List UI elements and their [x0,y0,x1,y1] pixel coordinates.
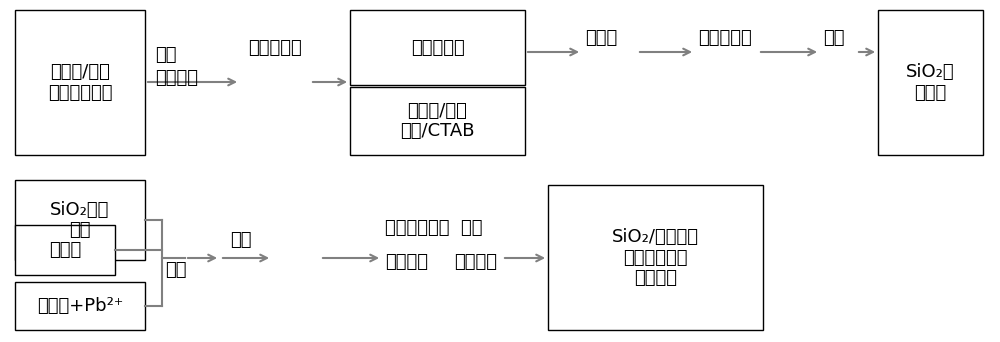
Bar [878,10,983,155]
Text: 空微球: 空微球 [914,84,947,102]
Text: 壳聚糖: 壳聚糖 [49,241,81,259]
Bar [15,10,145,155]
Text: 戊二醛、硫脲  盐酸: 戊二醛、硫脲 盐酸 [385,219,482,237]
Text: （交联）: （交联） [385,253,428,271]
Text: SiO₂中空: SiO₂中空 [50,201,110,219]
Text: 离心、洗涤: 离心、洗涤 [698,29,752,47]
Text: 氯化铵: 氯化铵 [585,29,617,47]
Bar [350,10,525,85]
Text: 二醇/CTAB: 二醇/CTAB [400,122,475,141]
Text: SiO₂/壳聚糖铅: SiO₂/壳聚糖铅 [612,228,699,246]
Text: 硅酸钠/聚乙: 硅酸钠/聚乙 [408,102,467,120]
Text: 聚合: 聚合 [230,231,252,249]
Text: 离子印迹复合: 离子印迹复合 [623,249,688,266]
Text: SiO₂中: SiO₂中 [906,63,955,81]
Text: 浸泡、洗涤: 浸泡、洗涤 [248,39,302,57]
Bar [15,225,115,275]
Text: 聚氨酯微球: 聚氨酯微球 [411,39,464,56]
Bar [15,180,145,260]
Text: 磷灰石混合液: 磷灰石混合液 [48,84,112,102]
Bar [350,87,525,155]
Text: 淬火: 淬火 [155,46,176,64]
Text: 螯合: 螯合 [165,261,186,279]
Text: （洗涤）: （洗涤） [454,253,497,271]
Text: 聚氨酯/羟基: 聚氨酯/羟基 [50,63,110,81]
Text: 丙烯酸+Pb²⁺: 丙烯酸+Pb²⁺ [37,297,123,315]
Text: 中空微球: 中空微球 [634,269,677,287]
Bar [15,282,145,330]
Bar [548,185,763,330]
Text: 煅烧: 煅烧 [823,29,844,47]
Text: （结晶）: （结晶） [155,69,198,87]
Text: 微球: 微球 [69,221,91,239]
